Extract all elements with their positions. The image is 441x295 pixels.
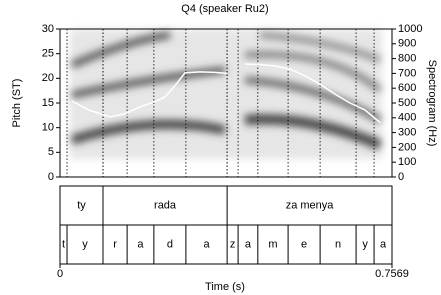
y-tick-label: 30 [42, 23, 54, 35]
tier-label: e [301, 238, 307, 250]
tier-label: d [167, 238, 173, 250]
tier-label: a [245, 238, 252, 250]
tier-label: ty [77, 199, 86, 211]
y2-axis-label: Spectrogram (Hz) [426, 60, 438, 147]
chart-title: Q4 (speaker Ru2) [181, 3, 268, 15]
y2-tick-label: 300 [398, 127, 416, 139]
y2-tick-label: 0 [398, 171, 404, 183]
tier-label: n [335, 238, 341, 250]
y-tick-label: 10 [42, 122, 54, 134]
y2-tick-label: 100 [398, 156, 416, 168]
y2-tick-label: 900 [398, 38, 416, 50]
tier-label: y [82, 238, 88, 250]
tier-label: t [62, 238, 65, 250]
tier-label: a [137, 238, 144, 250]
y-axis-label: Pitch (ST) [11, 79, 23, 128]
tier-label: a [203, 238, 210, 250]
x-axis-label: Time (s) [205, 281, 245, 293]
chart: Q4 (speaker Ru2) Pitch (ST) Spectrogram … [0, 0, 441, 295]
y-tick-label: 0 [48, 171, 54, 183]
x-tick-label: 0 [57, 268, 63, 280]
y-tick-label: 15 [42, 97, 54, 109]
tier-label: za menya [286, 199, 335, 211]
tier-label: z [230, 238, 236, 250]
tier-label: rada [154, 199, 177, 211]
tier-label: r [113, 238, 117, 250]
x-tick-label: 0.7569 [375, 268, 409, 280]
y2-tick-label: 1000 [398, 23, 422, 35]
y2-tick-label: 500 [398, 97, 416, 109]
y-tick-label: 25 [42, 48, 54, 60]
y2-tick-label: 400 [398, 112, 416, 124]
y2-tick-label: 700 [398, 67, 416, 79]
y-tick-label: 5 [48, 146, 54, 158]
tier-label: m [268, 238, 277, 250]
tier-label: a [380, 238, 387, 250]
y2-tick-label: 800 [398, 53, 416, 65]
tier-label: y [362, 238, 368, 250]
y2-tick-label: 600 [398, 82, 416, 94]
y-tick-label: 20 [42, 72, 54, 84]
y2-tick-label: 200 [398, 141, 416, 153]
